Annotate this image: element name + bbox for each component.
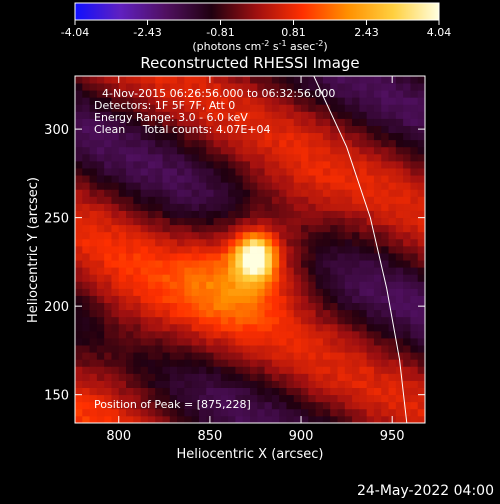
y-tick-label: 300	[44, 123, 69, 138]
y-tick-label: 200	[44, 300, 69, 315]
colorbar-tick-label: 2.43	[354, 26, 379, 39]
axis-ticks: 800 850 900 950 150 200 250 300	[44, 76, 425, 444]
x-tick-label: 800	[106, 429, 131, 444]
colorbar-tick-label: -2.43	[133, 26, 161, 39]
x-tick-label: 950	[380, 429, 405, 444]
annotation-time: 4-Nov-2015 06:26:56.000 to 06:32:56.000	[102, 87, 335, 100]
colorbar-tick-label: 4.04	[427, 26, 452, 39]
x-tick-label: 900	[289, 429, 314, 444]
chart-title: Reconstructed RHESSI Image	[140, 54, 359, 72]
y-axis-label: Heliocentric Y (arcsec)	[26, 177, 41, 323]
x-axis-label: Heliocentric X (arcsec)	[177, 447, 324, 462]
annotation-clean: Clean Total counts: 4.07E+04	[94, 123, 271, 136]
colorbar-ticks: -4.04 -2.43 -0.81 0.81 2.43 4.04	[61, 20, 451, 39]
colorbar-tick-label: -4.04	[61, 26, 89, 39]
colorbar-unit-label: (photons cm-2 s-1 asec-2)	[192, 39, 327, 53]
colorbar	[74, 2, 440, 21]
colorbar-tick-label: -0.81	[206, 26, 234, 39]
heatmap-image	[75, 76, 425, 423]
colorbar-tick-label: 0.81	[281, 26, 306, 39]
plot-frame	[74, 75, 426, 424]
annotation-peak: Position of Peak = [875,228]	[94, 398, 251, 411]
annotation-detectors: Detectors: 1F 5F 7F, Att 0	[94, 99, 235, 112]
x-tick-label: 850	[197, 429, 222, 444]
y-tick-label: 250	[44, 212, 69, 227]
y-tick-label: 150	[44, 389, 69, 404]
solar-limb-line	[313, 76, 408, 423]
annotation-energy: Energy Range: 3.0 - 6.0 keV	[94, 111, 248, 124]
footer-date: 24-May-2022 04:00	[357, 483, 494, 499]
